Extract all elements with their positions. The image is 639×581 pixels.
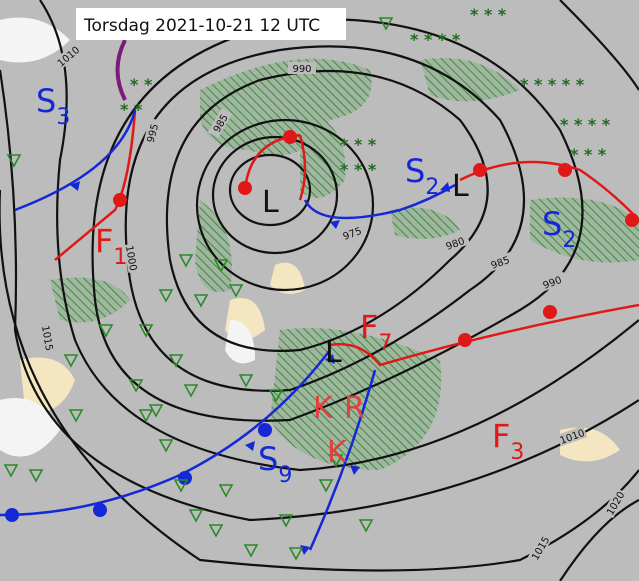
shower: [318, 479, 334, 493]
low-center: L: [452, 169, 469, 204]
shower-symbols: [3, 17, 394, 561]
isobar-label-bg: [439, 232, 471, 254]
shower: [28, 469, 44, 483]
shower: [3, 464, 19, 478]
isobar-label: 995: [146, 123, 162, 144]
isobar-label-bg: [536, 271, 568, 293]
isobar-label-bg: [207, 107, 233, 139]
shower: [278, 514, 294, 528]
isobar-label-bg: [123, 243, 141, 273]
shower: [68, 409, 84, 423]
front-number: 2: [425, 175, 439, 200]
clear-patches: [0, 17, 255, 457]
shower: [158, 289, 174, 303]
isobar-label-bg: [602, 487, 628, 519]
front-number: 3: [56, 105, 70, 130]
air-mass-label: K: [313, 391, 334, 426]
isobar-label-bg: [288, 62, 316, 74]
shower: [193, 294, 209, 308]
low-center: L: [325, 335, 342, 370]
land-patches: [20, 262, 620, 462]
shower: [6, 154, 22, 168]
svg-text:* * * *: * * * *: [410, 30, 461, 49]
shower: [218, 484, 234, 498]
svg-text:* * *: * * *: [340, 135, 377, 154]
shower: [138, 324, 154, 338]
isobar-label-bg: [336, 222, 368, 244]
front-number: 3: [510, 440, 524, 465]
shower: [378, 17, 394, 31]
shower: [178, 254, 194, 268]
front-letter: S: [258, 440, 278, 478]
isobar-label: 1000: [123, 245, 138, 272]
shower: [213, 259, 229, 273]
front-letter: F: [492, 417, 510, 455]
snow-symbols: * * * * * * * * * * * * * * * * * * * * * * …: [120, 5, 611, 179]
isobar-label-bg: [527, 532, 553, 564]
isobar-label-bg: [556, 425, 588, 447]
isobar-label: 990: [292, 64, 311, 75]
isobar-label-bg: [53, 42, 83, 70]
front-letter: F: [95, 222, 113, 260]
title-box: [76, 8, 346, 40]
front-number: 2: [562, 228, 576, 253]
shower: [208, 524, 224, 538]
shower: [158, 439, 174, 453]
isobar-label-bg: [484, 251, 516, 273]
front-label: F3: [492, 417, 524, 465]
shower: [238, 374, 254, 388]
front-letter: S: [405, 152, 425, 190]
front-letter: S: [36, 82, 56, 120]
front-label: S9: [258, 440, 292, 488]
air-mass-label: R: [344, 391, 365, 426]
isobar-label-bg: [39, 323, 57, 353]
front-label: F1: [95, 222, 127, 270]
air-mass-labels: K RK: [313, 391, 365, 470]
front-label: S2: [542, 205, 576, 253]
shower: [188, 509, 204, 523]
shower: [148, 404, 164, 418]
shower: [168, 354, 184, 368]
front-number: 1: [113, 245, 127, 270]
shower: [288, 547, 304, 561]
svg-text:* * *: * * *: [570, 145, 607, 164]
svg-text:* *: * *: [120, 100, 143, 119]
isobar-label-bg: [142, 117, 162, 149]
shower: [328, 454, 344, 468]
shower: [63, 354, 79, 368]
shower: [173, 479, 189, 493]
shower: [243, 544, 259, 558]
shower: [183, 384, 199, 398]
svg-text:* * *: * * *: [470, 5, 507, 24]
front-label: S3: [36, 82, 70, 130]
shower: [98, 324, 114, 338]
svg-text:* * * * *: * * * * *: [520, 75, 585, 94]
shower: [128, 379, 144, 393]
front-label: S2: [405, 152, 439, 200]
front-symbols: [5, 130, 639, 555]
front-letter: S: [542, 205, 562, 243]
air-mass-label: K: [327, 435, 348, 470]
shower: [228, 284, 244, 298]
title: Torsdag 2021-10-21 12 UTC: [83, 16, 320, 36]
front-number: 9: [278, 463, 292, 488]
front-number: 7: [378, 331, 392, 356]
centers: L L L: [262, 169, 469, 370]
front-label: F7: [360, 308, 392, 356]
low-center: L: [262, 185, 279, 220]
svg-text:* * *: * * *: [340, 160, 377, 179]
svg-text:* * * *: * * * *: [560, 115, 611, 134]
isobar-label: 1015: [39, 325, 54, 352]
shower: [138, 409, 154, 423]
shower: [358, 519, 374, 533]
shower: [268, 389, 284, 403]
front-letter: F: [360, 308, 378, 346]
svg-text:* *: * *: [130, 75, 153, 94]
